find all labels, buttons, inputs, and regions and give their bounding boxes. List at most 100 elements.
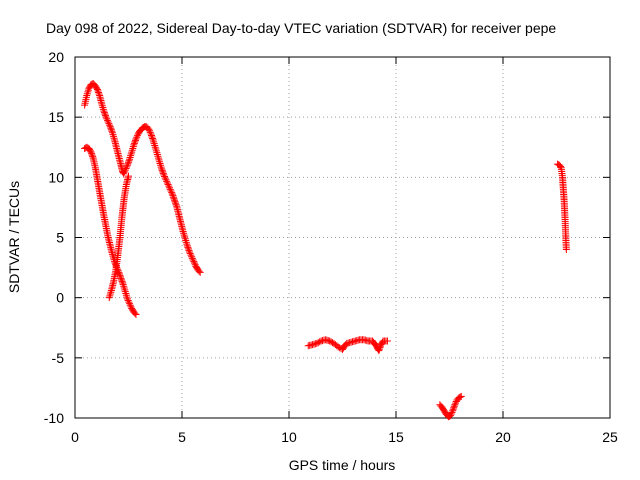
y-tick-label: 15 — [48, 109, 64, 125]
data-point-marker-s0 — [101, 112, 109, 120]
data-point-marker-s0 — [105, 120, 113, 128]
data-point-marker-s3 — [383, 337, 391, 345]
data-point-marker-s0 — [179, 227, 187, 235]
data-point-marker-s0 — [133, 133, 141, 141]
data-point-marker-s1 — [118, 276, 126, 284]
data-point-marker-s1 — [121, 288, 129, 296]
data-point-marker-s0 — [132, 135, 140, 143]
data-point-marker-s0 — [153, 149, 161, 157]
data-point-marker-s3 — [314, 339, 322, 347]
data-point-marker-s0 — [166, 184, 174, 192]
data-point-marker-s0 — [186, 250, 194, 258]
data-point-marker-s0 — [185, 248, 193, 256]
data-point-marker-s0 — [146, 128, 154, 136]
data-point-marker-s0 — [109, 131, 117, 139]
data-point-marker-s0 — [101, 110, 109, 118]
data-point-marker-s0 — [107, 126, 115, 134]
x-tick-label: 5 — [178, 429, 186, 445]
data-point-marker-s0 — [94, 87, 102, 95]
x-axis-label: GPS time / hours — [289, 457, 396, 473]
data-point-marker-s1 — [121, 286, 129, 294]
data-point-marker-s1 — [120, 282, 128, 290]
data-point-marker-s1 — [115, 270, 123, 278]
data-point-marker-s0 — [153, 150, 161, 158]
data-point-marker-s0 — [130, 139, 138, 147]
data-point-marker-s1 — [118, 277, 126, 285]
data-point-marker-s1 — [108, 250, 116, 258]
data-point-marker-s1 — [123, 295, 131, 303]
data-point-marker-s0 — [154, 154, 162, 162]
data-point-marker-s4 — [448, 408, 456, 416]
data-point-marker-s4 — [451, 401, 459, 409]
data-point-marker-s0 — [158, 166, 166, 174]
data-point-marker-s0 — [189, 256, 197, 264]
data-point-marker-s0 — [100, 107, 108, 115]
data-point-marker-s1 — [117, 274, 125, 282]
data-point-marker-s1 — [124, 296, 132, 304]
data-point-marker-s0 — [102, 113, 110, 121]
data-point-marker-s0 — [99, 105, 107, 113]
data-point-marker-s4 — [450, 402, 458, 410]
data-point-marker-s0 — [196, 268, 204, 276]
data-point-marker-s0 — [151, 143, 159, 151]
data-point-marker-s0 — [183, 242, 191, 250]
y-tick-label: 5 — [56, 230, 64, 246]
data-point-marker-s0 — [106, 121, 114, 129]
y-tick-label: -5 — [52, 350, 65, 366]
data-point-marker-s0 — [84, 88, 92, 96]
y-axis-label: SDTVAR / TECUs — [6, 181, 22, 293]
data-point-marker-s0 — [170, 195, 178, 203]
data-point-marker-s0 — [188, 254, 196, 262]
data-point-marker-s0 — [123, 163, 131, 171]
data-point-marker-s0 — [158, 165, 166, 173]
data-point-marker-s0 — [182, 238, 190, 246]
data-point-marker-s0 — [130, 141, 138, 149]
data-point-marker-s0 — [108, 129, 116, 137]
data-point-marker-s0 — [110, 132, 118, 140]
data-point-marker-s0 — [152, 147, 160, 155]
data-point-marker-s1 — [131, 309, 139, 317]
data-point-marker-s3 — [313, 339, 321, 347]
data-point-marker-s0 — [95, 90, 103, 98]
data-point-marker-s0 — [93, 85, 101, 93]
data-point-marker-s1 — [122, 289, 130, 297]
data-point-marker-s1 — [88, 151, 96, 159]
axis-ticks — [74, 56, 611, 419]
data-point-marker-s2 — [105, 294, 113, 302]
data-point-marker-s0 — [149, 135, 157, 143]
data-point-marker-s3 — [375, 345, 383, 353]
data-point-marker-s0 — [150, 138, 158, 146]
data-point-marker-s0 — [107, 124, 115, 132]
data-point-marker-s0 — [127, 150, 135, 158]
data-point-marker-s1 — [119, 280, 127, 288]
data-point-marker-s0 — [168, 189, 176, 197]
data-point-marker-s0 — [147, 130, 155, 138]
data-point-marker-s0 — [125, 158, 132, 166]
x-tick-label: 0 — [71, 429, 79, 445]
data-point-marker-s0 — [131, 136, 139, 144]
data-point-marker-s1 — [119, 279, 127, 287]
x-tick-label: 15 — [388, 429, 404, 445]
data-point-marker-s0 — [121, 166, 129, 174]
data-point-marker-s0 — [128, 146, 136, 154]
data-point-marker-s0 — [110, 134, 118, 142]
data-point-marker-s0 — [156, 158, 164, 166]
data-point-marker-s0 — [190, 258, 198, 266]
data-point-marker-s0 — [171, 196, 179, 204]
data-point-marker-s4 — [447, 410, 455, 418]
data-point-marker-s3 — [326, 337, 334, 345]
data-point-marker-s0 — [169, 193, 177, 201]
data-point-marker-s0 — [145, 125, 153, 133]
data-point-marker-s0 — [157, 163, 165, 171]
data-point-marker-s0 — [165, 182, 173, 190]
data-point-marker-s0 — [126, 153, 134, 161]
y-tick-label: 20 — [48, 49, 64, 65]
data-point-marker-s0 — [146, 127, 154, 135]
data-point-marker-s0 — [125, 157, 133, 165]
data-point-marker-s4 — [447, 412, 455, 420]
data-point-marker-s4 — [449, 405, 457, 413]
data-point-marker-s1 — [116, 273, 124, 281]
data-point-marker-s1 — [125, 298, 133, 306]
data-point-marker-s0 — [100, 109, 108, 117]
data-point-marker-s0 — [172, 199, 180, 207]
